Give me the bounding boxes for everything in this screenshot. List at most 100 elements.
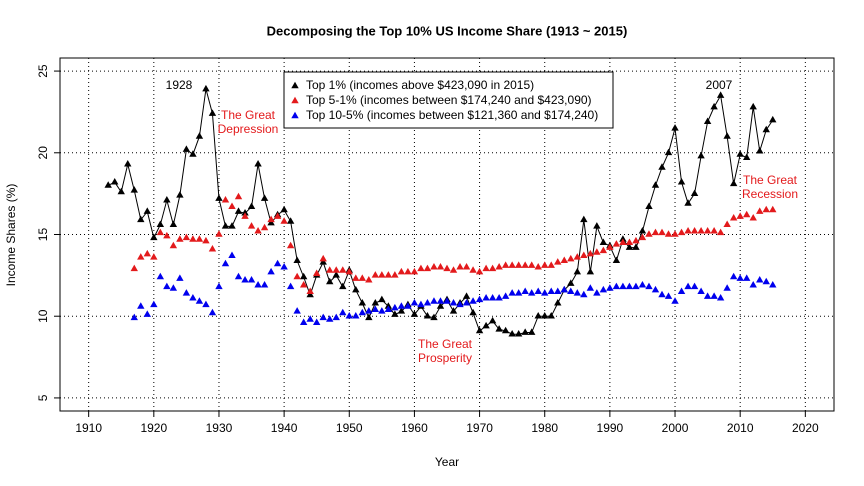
point: [488, 294, 497, 301]
legend-label: Top 1% (incomes above $423,090 in 2015): [306, 78, 534, 92]
point: [371, 298, 380, 306]
point: [378, 307, 386, 314]
point: [599, 285, 608, 293]
point: [117, 187, 125, 195]
point: [554, 287, 562, 294]
point: [378, 295, 386, 303]
point: [677, 178, 686, 185]
point: [436, 302, 445, 309]
point: [475, 267, 484, 275]
point: [234, 192, 243, 200]
point: [677, 228, 686, 236]
point: [690, 282, 699, 290]
point: [684, 227, 692, 234]
point: [541, 312, 549, 319]
point: [449, 298, 458, 306]
point: [606, 284, 614, 291]
point: [651, 228, 660, 236]
point: [462, 298, 471, 306]
point: [716, 91, 725, 98]
point: [299, 272, 308, 280]
point: [554, 298, 562, 306]
x-tick-label: 1920: [140, 421, 167, 435]
point: [176, 274, 184, 281]
point: [495, 262, 503, 270]
point: [202, 236, 210, 244]
point: [651, 181, 660, 188]
point: [241, 276, 249, 283]
point: [449, 307, 458, 314]
point: [736, 150, 744, 157]
point: [208, 308, 217, 316]
point: [593, 289, 601, 296]
point: [769, 115, 777, 123]
point: [541, 289, 549, 296]
point: [306, 315, 314, 322]
point: [632, 243, 640, 250]
point: [215, 282, 223, 290]
point: [221, 222, 230, 229]
point: [189, 235, 197, 242]
point: [443, 297, 451, 304]
point: [560, 285, 568, 293]
point: [111, 178, 119, 185]
point: [130, 186, 138, 193]
point: [436, 262, 445, 270]
point: [703, 227, 712, 234]
x-tick-label: 2000: [662, 421, 689, 435]
point: [586, 249, 595, 257]
point: [319, 258, 327, 265]
point: [247, 222, 256, 229]
annotation: Recession: [742, 187, 798, 201]
point: [684, 199, 692, 206]
point: [247, 202, 256, 210]
point: [286, 241, 295, 249]
point: [143, 207, 152, 214]
point: [580, 290, 588, 298]
point: [514, 329, 523, 337]
point: [638, 227, 647, 234]
point: [169, 220, 178, 227]
point: [703, 117, 712, 125]
point: [130, 313, 138, 321]
point: [163, 231, 171, 239]
point: [163, 195, 171, 203]
point: [280, 217, 288, 224]
point: [729, 272, 738, 280]
point: [456, 262, 464, 270]
point: [221, 195, 230, 203]
point: [156, 228, 165, 236]
point: [176, 235, 184, 242]
point: [143, 249, 152, 257]
point: [365, 276, 373, 283]
point: [410, 267, 419, 275]
point: [339, 308, 347, 316]
point: [710, 102, 718, 110]
point: [501, 326, 510, 334]
point: [593, 248, 601, 255]
x-tick-label: 1940: [271, 421, 298, 435]
point: [397, 267, 406, 275]
annotation: Prosperity: [418, 351, 472, 365]
point: [339, 266, 347, 273]
point: [215, 230, 223, 237]
point: [332, 266, 340, 273]
point: [554, 258, 562, 265]
point: [234, 272, 243, 280]
point: [514, 261, 523, 268]
point: [326, 266, 334, 273]
point: [495, 294, 503, 301]
point: [319, 254, 327, 262]
point: [228, 222, 236, 229]
point: [397, 302, 406, 309]
point: [749, 213, 757, 221]
point: [391, 271, 399, 278]
point: [580, 251, 588, 259]
point: [501, 292, 510, 299]
y-tick-label: 5: [36, 394, 50, 401]
point: [241, 212, 249, 219]
point: [365, 307, 373, 314]
chart-title: Decomposing the Top 10% US Income Share …: [267, 23, 628, 38]
plot-frame: [59, 57, 835, 412]
point: [371, 271, 380, 278]
